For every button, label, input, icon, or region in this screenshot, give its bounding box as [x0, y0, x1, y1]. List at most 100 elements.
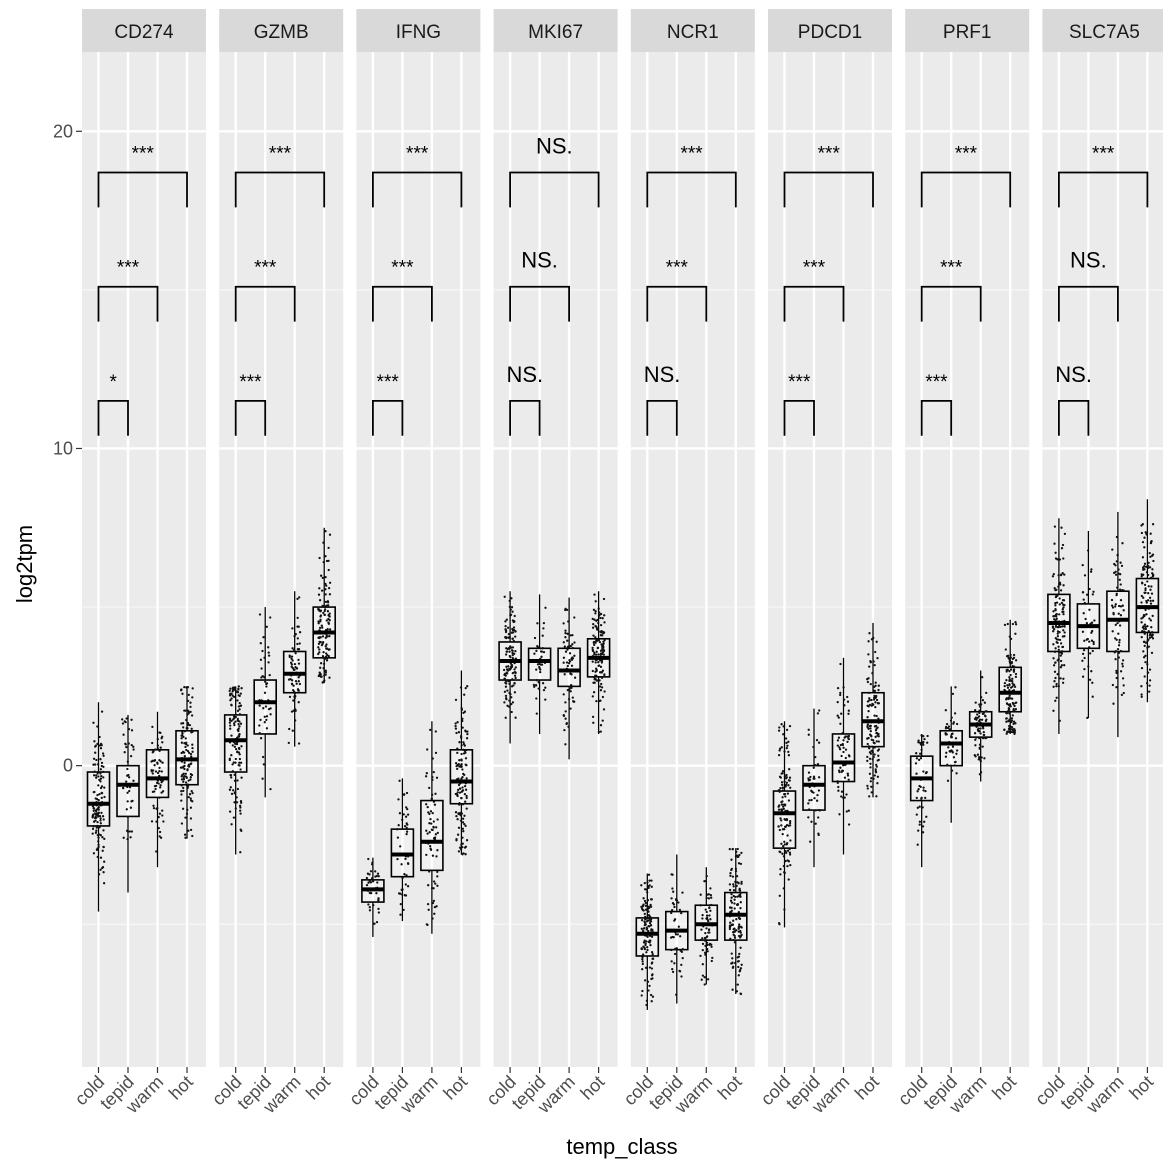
- data-point: [730, 892, 733, 896]
- data-point: [780, 809, 784, 812]
- data-point: [872, 777, 875, 780]
- data-point: [601, 647, 604, 650]
- data-point: [1012, 683, 1016, 686]
- data-point: [125, 745, 128, 749]
- data-point: [1122, 609, 1125, 612]
- data-point: [102, 882, 106, 885]
- data-point: [651, 961, 654, 964]
- data-point: [259, 737, 263, 740]
- data-point: [161, 809, 164, 812]
- data-point: [1086, 637, 1089, 641]
- box-warm: [420, 721, 444, 934]
- data-point: [1063, 603, 1066, 607]
- data-point: [456, 833, 460, 836]
- data-point: [568, 652, 572, 655]
- data-point: [97, 836, 100, 839]
- data-point: [368, 906, 371, 909]
- data-point: [426, 832, 429, 835]
- data-point: [396, 828, 399, 831]
- data-point: [180, 793, 183, 796]
- data-point: [873, 714, 876, 717]
- data-point: [778, 747, 782, 750]
- data-point: [1140, 666, 1144, 670]
- data-point: [535, 712, 538, 715]
- strip-background: [219, 9, 344, 52]
- data-point: [868, 795, 871, 798]
- data-point: [648, 966, 652, 969]
- data-point: [731, 988, 734, 991]
- data-point: [425, 772, 428, 775]
- data-point: [154, 770, 158, 773]
- data-point: [400, 888, 403, 891]
- data-point: [815, 799, 819, 802]
- data-point: [1008, 712, 1011, 715]
- data-point: [1057, 574, 1060, 577]
- data-point: [1140, 635, 1143, 639]
- data-point: [837, 785, 840, 789]
- data-point: [94, 763, 97, 766]
- data-point: [780, 819, 783, 822]
- data-point: [875, 763, 878, 767]
- data-point: [1085, 622, 1089, 625]
- data-point: [782, 733, 785, 736]
- data-point: [642, 929, 645, 932]
- data-point: [512, 684, 515, 687]
- data-point: [435, 826, 438, 829]
- data-point: [1146, 671, 1150, 674]
- data-point: [917, 788, 920, 791]
- data-point: [737, 862, 741, 865]
- data-point: [782, 725, 785, 728]
- data-point: [511, 637, 514, 640]
- data-point: [431, 828, 434, 832]
- data-point: [816, 762, 820, 766]
- data-point: [458, 759, 461, 762]
- data-point: [397, 892, 401, 895]
- data-point: [949, 719, 953, 722]
- data-point: [778, 828, 781, 832]
- data-point: [981, 736, 985, 740]
- data-point: [600, 676, 603, 679]
- data-point: [701, 948, 704, 952]
- data-point: [432, 800, 436, 803]
- significance-label: ***: [1092, 144, 1115, 165]
- data-point: [1121, 662, 1124, 665]
- data-point: [98, 735, 101, 739]
- significance-bracket: [509, 171, 600, 208]
- data-point: [158, 830, 162, 834]
- data-point: [640, 994, 643, 997]
- data-point: [1006, 668, 1009, 671]
- data-point: [671, 887, 674, 890]
- x-tick-label: hot: [302, 1072, 334, 1104]
- data-point: [328, 612, 331, 615]
- data-point: [460, 812, 464, 815]
- data-point: [1086, 716, 1089, 720]
- data-point: [1011, 677, 1014, 680]
- data-point: [591, 669, 594, 673]
- data-point: [699, 904, 702, 907]
- data-point: [596, 618, 599, 622]
- data-point: [737, 974, 740, 977]
- data-point: [1151, 568, 1154, 571]
- data-point: [783, 828, 786, 831]
- data-point: [461, 827, 465, 830]
- data-point: [1062, 677, 1065, 680]
- data-point: [1059, 642, 1063, 645]
- data-point: [1054, 661, 1057, 664]
- data-point: [1146, 663, 1149, 666]
- data-point: [95, 797, 99, 801]
- data-point: [651, 973, 654, 976]
- data-point: [703, 951, 707, 954]
- data-point: [1054, 647, 1057, 650]
- data-point: [594, 600, 597, 603]
- data-point: [126, 767, 129, 771]
- data-point: [955, 772, 958, 775]
- data-point: [1149, 602, 1153, 605]
- data-point: [709, 887, 712, 890]
- data-point: [786, 792, 790, 795]
- data-point: [810, 798, 813, 802]
- data-point: [375, 892, 378, 895]
- data-point: [159, 731, 162, 735]
- significance-label: ***: [680, 144, 703, 165]
- panel-background: [1042, 52, 1163, 1067]
- data-point: [328, 648, 331, 651]
